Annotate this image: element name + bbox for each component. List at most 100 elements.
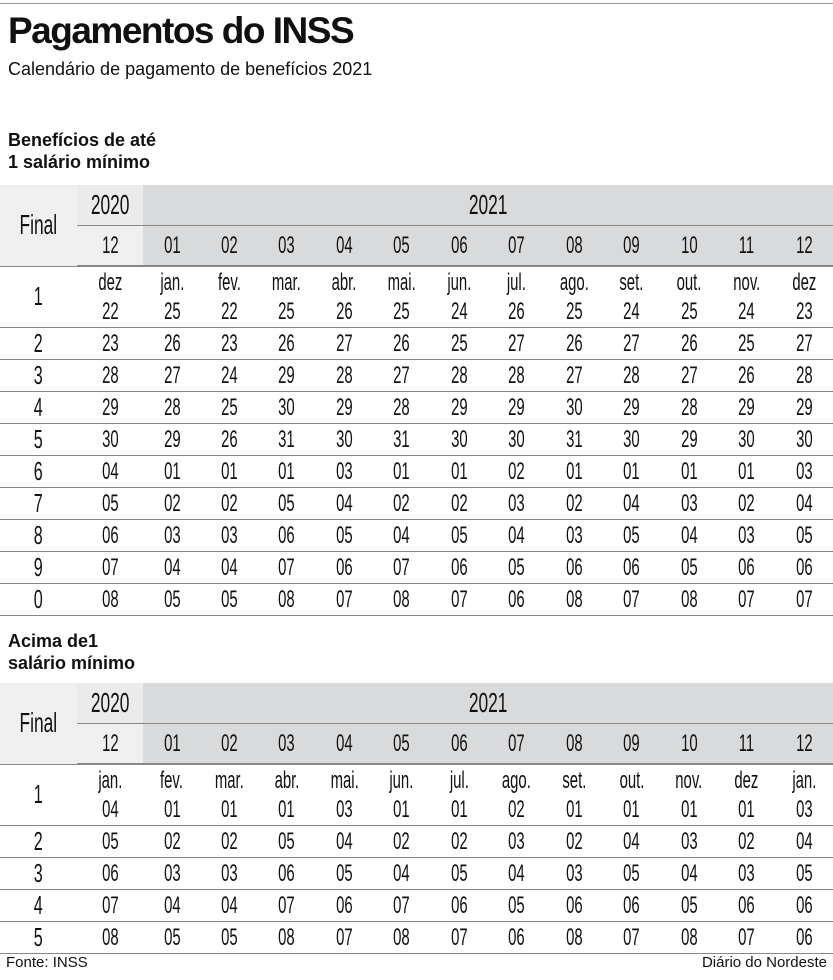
payment-month: set.	[562, 767, 587, 794]
final-digit: 1	[0, 764, 77, 826]
payment-day: 02	[200, 825, 259, 858]
payment-day: 05	[258, 487, 316, 520]
month-header-text: 02	[221, 729, 238, 757]
payment-day-text: 07	[795, 585, 813, 613]
month-header-text: 12	[795, 231, 813, 259]
payment-day: 29	[76, 391, 144, 424]
payment-day: 05	[200, 583, 259, 616]
payment-day-text: 25	[680, 298, 698, 325]
month-header: 12	[775, 723, 833, 765]
month-header: 03	[258, 723, 316, 765]
payment-day: 08	[76, 583, 144, 616]
payment-day-text: 26	[565, 329, 583, 357]
payment-day: 04	[76, 455, 144, 488]
payment-day: 04	[775, 825, 833, 858]
payment-day-text: 06	[795, 553, 813, 581]
payment-day: jul. 01	[430, 764, 488, 826]
payment-month: ago.	[502, 767, 532, 794]
payment-month: nov.	[675, 767, 703, 794]
payment-day: 06	[545, 889, 603, 922]
payment-day-text: 07	[738, 923, 755, 951]
payment-day: 26	[545, 327, 603, 360]
payment-day: 06	[602, 551, 661, 584]
payment-day: 25	[717, 327, 776, 360]
month-header-text: 08	[565, 231, 583, 259]
payment-day-text: 06	[623, 891, 640, 919]
payment-day: 08	[660, 583, 718, 616]
payment-day: 26	[373, 327, 431, 360]
month-header: 02	[200, 225, 259, 267]
payment-day: 06	[487, 583, 546, 616]
payment-day: mai. 25	[373, 266, 431, 328]
payment-day: 27	[545, 359, 603, 392]
payment-day: 02	[545, 487, 603, 520]
payment-day: 07	[76, 551, 144, 584]
payment-day-text: 03	[738, 521, 755, 549]
payment-day: ago. 02	[487, 764, 546, 826]
payment-day-text: 02	[163, 827, 181, 855]
source-note: Fonte: INSS	[6, 954, 88, 971]
final-header: Final	[0, 185, 77, 267]
payment-day-text: 01	[738, 796, 755, 823]
payment-day-text: 02	[508, 796, 525, 823]
payment-day: 03	[717, 519, 776, 552]
payment-day: 02	[487, 455, 546, 488]
payment-day-text: 06	[101, 521, 119, 549]
payment-day-text: 06	[565, 553, 583, 581]
payment-day-text: 31	[278, 425, 296, 453]
payment-day: 03	[545, 857, 603, 890]
payment-day-text: 27	[680, 361, 698, 389]
section-heading-line: 1 salário mínimo	[8, 152, 151, 172]
payment-day: 01	[602, 455, 661, 488]
month-header: 10	[660, 225, 718, 267]
payment-day-text: 08	[393, 585, 411, 613]
payment-day-text: 04	[393, 859, 411, 887]
section-heading-1: Benefícios de até 1 salário mínimo	[8, 129, 156, 173]
payment-day-text: 29	[163, 425, 181, 453]
payment-day: 03	[660, 487, 718, 520]
month-header-text: 07	[508, 231, 525, 259]
table-row: 1 jan. 04 fev. 01 mar. 01 abr. 01 mai. 03 jun. 01 jul…	[0, 764, 833, 826]
payment-day: 23	[76, 327, 144, 360]
payment-day: 05	[775, 857, 833, 890]
payment-day: 04	[315, 825, 374, 858]
payment-day: 02	[717, 825, 776, 858]
final-digit-text: 2	[33, 826, 43, 856]
payment-month: jun.	[447, 269, 472, 296]
payment-day-text: 28	[393, 393, 411, 421]
payment-day-text: 01	[565, 796, 583, 823]
payment-day: fev. 22	[200, 266, 259, 328]
final-digit-text: 5	[33, 424, 43, 454]
payment-day: 07	[775, 583, 833, 616]
payment-day: 28	[487, 359, 546, 392]
month-header: 08	[545, 723, 603, 765]
payment-day: 28	[143, 391, 201, 424]
payment-day: 05	[487, 551, 546, 584]
payment-month: out.	[676, 269, 702, 296]
payment-day: 29	[487, 391, 546, 424]
payment-day: 28	[775, 359, 833, 392]
payment-month: dez	[98, 269, 123, 296]
payment-day: 30	[430, 423, 488, 456]
payment-day: 30	[487, 423, 546, 456]
payment-day: 07	[76, 889, 144, 922]
payment-day-text: 30	[795, 425, 813, 453]
payment-day-text: 04	[221, 891, 238, 919]
payment-day-text: 07	[278, 891, 296, 919]
table-row: 5 08 05 05 08 07 08 07 06 08 07 08 07 06	[0, 921, 833, 954]
payment-day-text: 07	[623, 923, 640, 951]
payment-day-text: 25	[565, 298, 583, 325]
payment-day: nov. 01	[660, 764, 718, 826]
table-row: 8 06 03 03 06 05 04 05 04 03 05 04 03 05	[0, 519, 833, 552]
payment-day-text: 28	[450, 361, 468, 389]
payment-day-text: 04	[623, 489, 640, 517]
payment-day: 06	[258, 857, 316, 890]
payment-day-text: 06	[508, 923, 525, 951]
payment-day: 05	[602, 519, 661, 552]
payment-day: 31	[373, 423, 431, 456]
month-header-text: 12	[795, 729, 813, 757]
payment-day-text: 31	[565, 425, 583, 453]
payment-day-text: 03	[221, 859, 238, 887]
table-row: 7 05 02 02 05 04 02 02 03 02 04 03 02 04	[0, 487, 833, 520]
final-digit-text: 5	[33, 922, 43, 952]
